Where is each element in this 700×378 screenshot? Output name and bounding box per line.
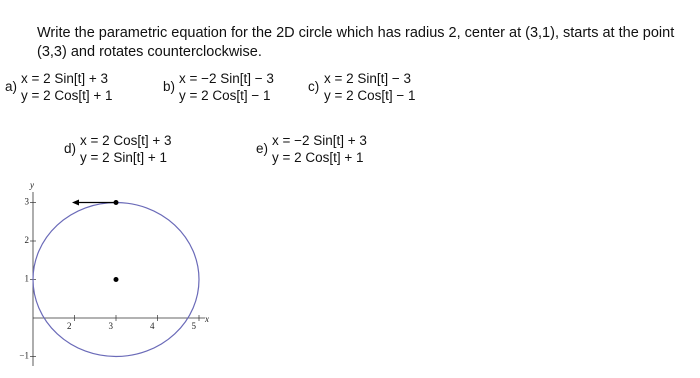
question: Write the parametric equation for the 2D… [37, 25, 675, 60]
y-tick-label: 3 [25, 197, 30, 207]
equation-x: x = 2 Sin[t] − 3 [324, 71, 412, 86]
y-tick-label: 1 [25, 274, 30, 284]
equation-y: y = 2 Sin[t] + 1 [80, 150, 168, 165]
equation-y: y = 2 Cos[t] − 1 [324, 88, 416, 103]
y-axis-label: y [29, 180, 34, 190]
x-tick-label: 3 [109, 321, 114, 331]
x-axis-label: x [204, 314, 209, 324]
equation-x: x = 2 Cos[t] + 3 [80, 133, 172, 148]
equation-y: y = 2 Cos[t] − 1 [179, 88, 271, 103]
y-tick-label: 2 [25, 235, 30, 245]
equation-y: y = 2 Cos[t] + 1 [272, 150, 364, 165]
arrow-head [72, 199, 79, 206]
option-label: a) [5, 79, 18, 94]
equation-x: x = −2 Sin[t] − 3 [179, 71, 274, 86]
option-label: d) [64, 141, 77, 156]
x-tick-label: 5 [192, 321, 197, 331]
x-tick-label: 4 [150, 321, 155, 331]
x-tick-label: 2 [67, 321, 72, 331]
equation-x: x = −2 Sin[t] + 3 [272, 133, 367, 148]
y-tick-label: −1 [19, 351, 29, 361]
option-label: c) [308, 79, 320, 94]
figure: x y 2 3 4 5 −1 1 2 3 [19, 180, 209, 366]
equation-x: x = 2 Sin[t] + 3 [21, 71, 109, 86]
option-label: b) [163, 79, 176, 94]
center-point [113, 277, 119, 282]
equation-y: y = 2 Cos[t] + 1 [21, 88, 113, 103]
option-label: e) [256, 141, 269, 156]
